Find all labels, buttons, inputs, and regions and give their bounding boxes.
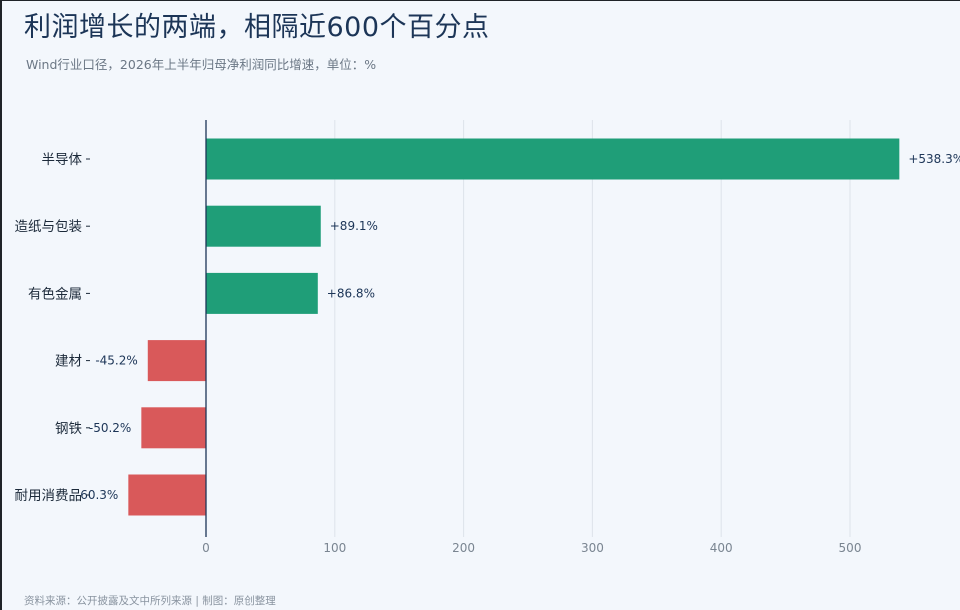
x-tick-label-400: 400 bbox=[710, 541, 733, 555]
bar-5 bbox=[128, 474, 206, 516]
bar-0 bbox=[206, 138, 900, 180]
chart-source-note: 资料来源：公开披露及文中所列来源 | 制图：原创整理 bbox=[24, 595, 276, 607]
value-label-3: -45.2% bbox=[95, 354, 137, 368]
category-label-0: 半导体 bbox=[42, 152, 83, 168]
chart-subtitle: Wind行业口径，2026年上半年归母净利润同比增速，单位：% bbox=[26, 57, 377, 72]
category-label-3: 建材 bbox=[55, 354, 82, 370]
category-label-5: 耐用消费品 bbox=[15, 488, 83, 504]
x-tick-label-200: 200 bbox=[452, 541, 475, 555]
category-label-4: 钢铁 bbox=[55, 421, 82, 437]
category-label-2: 有色金属 bbox=[28, 285, 82, 302]
chart-title: 利润增长的两端，相隔近600个百分点 bbox=[24, 12, 490, 43]
value-label-2: +86.8% bbox=[327, 286, 375, 300]
category-label-1: 造纸与包装 bbox=[15, 219, 83, 235]
bar-4 bbox=[141, 407, 206, 449]
value-label-0: +538.3% bbox=[908, 152, 960, 166]
value-label-5: -60.3% bbox=[76, 488, 118, 502]
value-label-1: +89.1% bbox=[330, 219, 378, 233]
bar-3 bbox=[147, 340, 206, 382]
x-tick-label-500: 500 bbox=[839, 541, 862, 555]
x-tick-label-0: 0 bbox=[202, 541, 210, 555]
bar-1 bbox=[206, 205, 321, 247]
x-tick-label-100: 100 bbox=[323, 541, 346, 555]
value-label-4: -50.2% bbox=[89, 421, 131, 435]
bar-2 bbox=[206, 272, 318, 314]
x-tick-label-300: 300 bbox=[581, 541, 604, 555]
